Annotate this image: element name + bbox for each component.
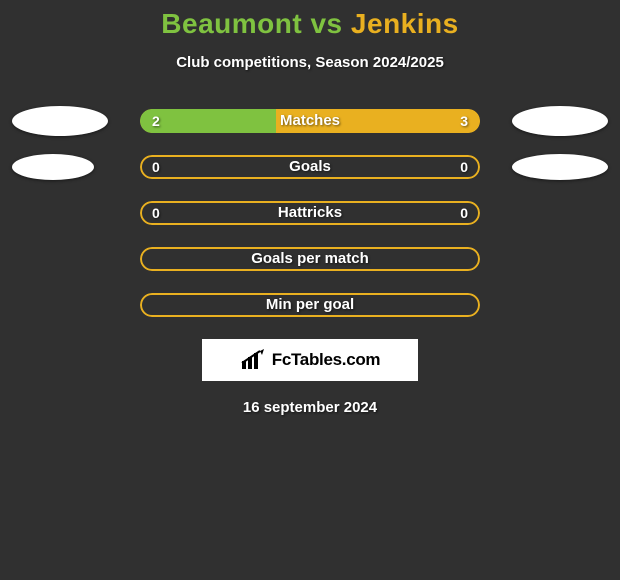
brand-badge[interactable]: FcTables.com: [202, 339, 418, 381]
stat-row: Goals per match: [0, 247, 620, 271]
stat-bar-border: [140, 155, 480, 179]
player2-name: Jenkins: [351, 8, 459, 39]
stat-bar: Matches23: [140, 109, 480, 133]
stat-row: Matches23: [0, 109, 620, 133]
stat-bar: Min per goal: [140, 293, 480, 317]
brand-text: FcTables.com: [272, 350, 381, 370]
page-title: Beaumont vs Jenkins: [0, 0, 620, 40]
stat-row: Goals00: [0, 155, 620, 179]
stat-bar: Goals per match: [140, 247, 480, 271]
player1-marker: [12, 154, 94, 180]
comparison-card: Beaumont vs Jenkins Club competitions, S…: [0, 0, 620, 580]
vs-separator: vs: [310, 8, 342, 39]
stat-bar: Goals00: [140, 155, 480, 179]
player2-marker: [512, 106, 608, 136]
stat-bar: Hattricks00: [140, 201, 480, 225]
subtitle: Club competitions, Season 2024/2025: [0, 54, 620, 71]
player1-name: Beaumont: [161, 8, 302, 39]
stat-row: Hattricks00: [0, 201, 620, 225]
brand-chart-icon: [240, 349, 268, 371]
stat-bar-border: [140, 201, 480, 225]
player1-marker: [12, 106, 108, 136]
snapshot-date: 16 september 2024: [0, 399, 620, 416]
stat-bar-border: [140, 247, 480, 271]
player2-fill: [276, 109, 480, 133]
stat-bar-border: [140, 293, 480, 317]
stat-row: Min per goal: [0, 293, 620, 317]
player1-fill: [140, 109, 276, 133]
player2-marker: [512, 154, 608, 180]
stat-rows: Matches23 Goals00 Hattricks00 Goals per mat…: [0, 109, 620, 317]
